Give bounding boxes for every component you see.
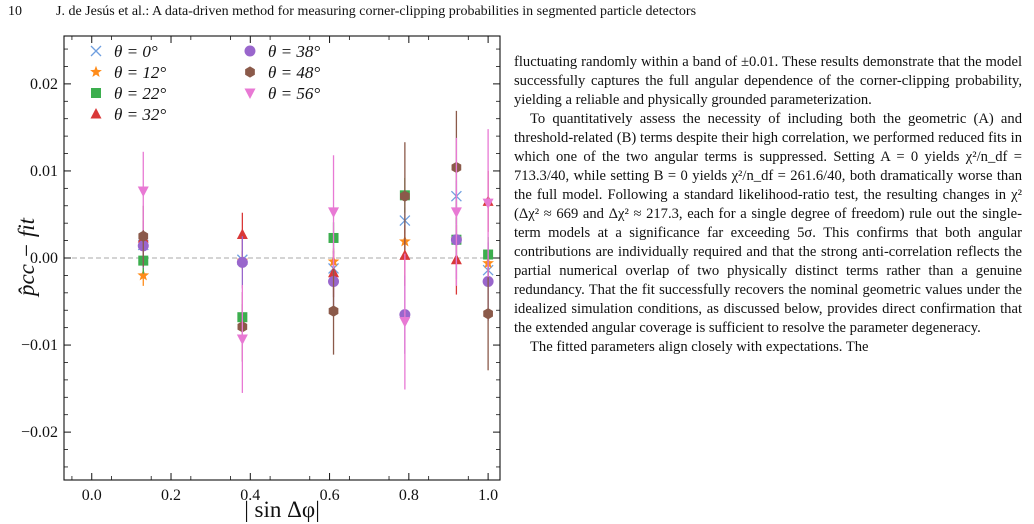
legend-label: θ = 12° — [114, 63, 166, 82]
legend-entry: θ = 48° — [245, 63, 320, 82]
legend-label: θ = 38° — [268, 42, 320, 61]
series-4 — [137, 200, 494, 354]
data-point — [328, 207, 340, 218]
data-point — [236, 256, 248, 268]
legend-marker — [90, 45, 102, 57]
x-tick-label: 1.0 — [478, 487, 498, 504]
legend-entry: θ = 12° — [90, 63, 166, 82]
data-points — [137, 110, 495, 393]
x-tick-label: 0.0 — [82, 487, 102, 504]
data-point — [236, 228, 248, 239]
running-title: J. de Jesús et al.: A data-driven method… — [56, 4, 697, 19]
legend-entry: θ = 0° — [90, 42, 158, 61]
legend-marker — [244, 45, 256, 57]
y-tick-label: 0.01 — [30, 163, 58, 180]
x-tick-label: 0.8 — [399, 487, 419, 504]
x-tick-label: 0.2 — [161, 487, 181, 504]
legend-marker — [91, 88, 101, 98]
legend-entry: θ = 38° — [244, 42, 320, 61]
legend-entry: θ = 56° — [244, 84, 320, 103]
y-tick-label: −0.02 — [21, 424, 58, 441]
data-point — [450, 207, 462, 218]
legend-label: θ = 32° — [114, 105, 166, 124]
data-point — [137, 269, 150, 281]
data-point — [482, 198, 494, 210]
legend-label: θ = 0° — [114, 42, 158, 61]
data-point — [236, 334, 248, 345]
legend-marker — [244, 88, 256, 99]
y-tick-label: 0.00 — [30, 250, 58, 267]
data-point — [328, 305, 339, 317]
data-point — [138, 230, 149, 242]
page-number: 10 — [8, 4, 22, 19]
y-tick-label: 0.02 — [30, 76, 58, 93]
x-axis-label: | sin Δφ| — [244, 497, 320, 522]
legend-entry: θ = 32° — [90, 105, 166, 124]
axis-ticks: 0.0 0.2 0.4 0.6 0.8 1.0 −0.02 −0.01 0.00 0.01 0.02 — [21, 36, 500, 504]
data-point — [483, 308, 493, 320]
legend-label: θ = 22° — [114, 84, 166, 103]
paragraph: fluctuating randomly within a band of ±0… — [514, 54, 1022, 108]
series-1 — [137, 224, 495, 286]
series-6 — [137, 129, 494, 393]
paragraph: To quantitatively assess the necessity o… — [514, 111, 1022, 336]
text-column: fluctuating randomly within a band of ±0… — [514, 53, 1022, 357]
legend-marker — [90, 65, 102, 78]
legend-label: θ = 48° — [268, 63, 320, 82]
residual-figure: 0.0 0.2 0.4 0.6 0.8 1.0 −0.02 −0.01 0.00 0.01 0.02… — [14, 35, 501, 522]
series-5 — [138, 110, 493, 371]
series-2 — [138, 177, 494, 331]
y-axis-label: p̂cc − fit — [14, 217, 39, 298]
y-tick-label: −0.01 — [21, 337, 58, 354]
data-point — [399, 317, 411, 328]
x-tick-label: 0.6 — [320, 487, 340, 504]
series-3 — [137, 170, 494, 298]
data-point — [137, 186, 149, 197]
legend-entry: θ = 22° — [91, 84, 166, 103]
legend-marker — [90, 108, 102, 119]
legend: θ = 0° θ = 12° θ = 22° θ = 32° θ = 38° θ = 48… — [90, 42, 320, 124]
legend-label: θ = 56° — [268, 84, 320, 103]
data-point — [400, 190, 410, 202]
legend-marker — [245, 66, 255, 78]
series-0 — [137, 180, 494, 284]
x-tick-label: 0.4 — [240, 487, 260, 504]
page-header: 10 J. de Jesús et al.: A data-driven met… — [8, 2, 1028, 24]
paragraph: The fitted parameters align closely with… — [530, 339, 869, 355]
